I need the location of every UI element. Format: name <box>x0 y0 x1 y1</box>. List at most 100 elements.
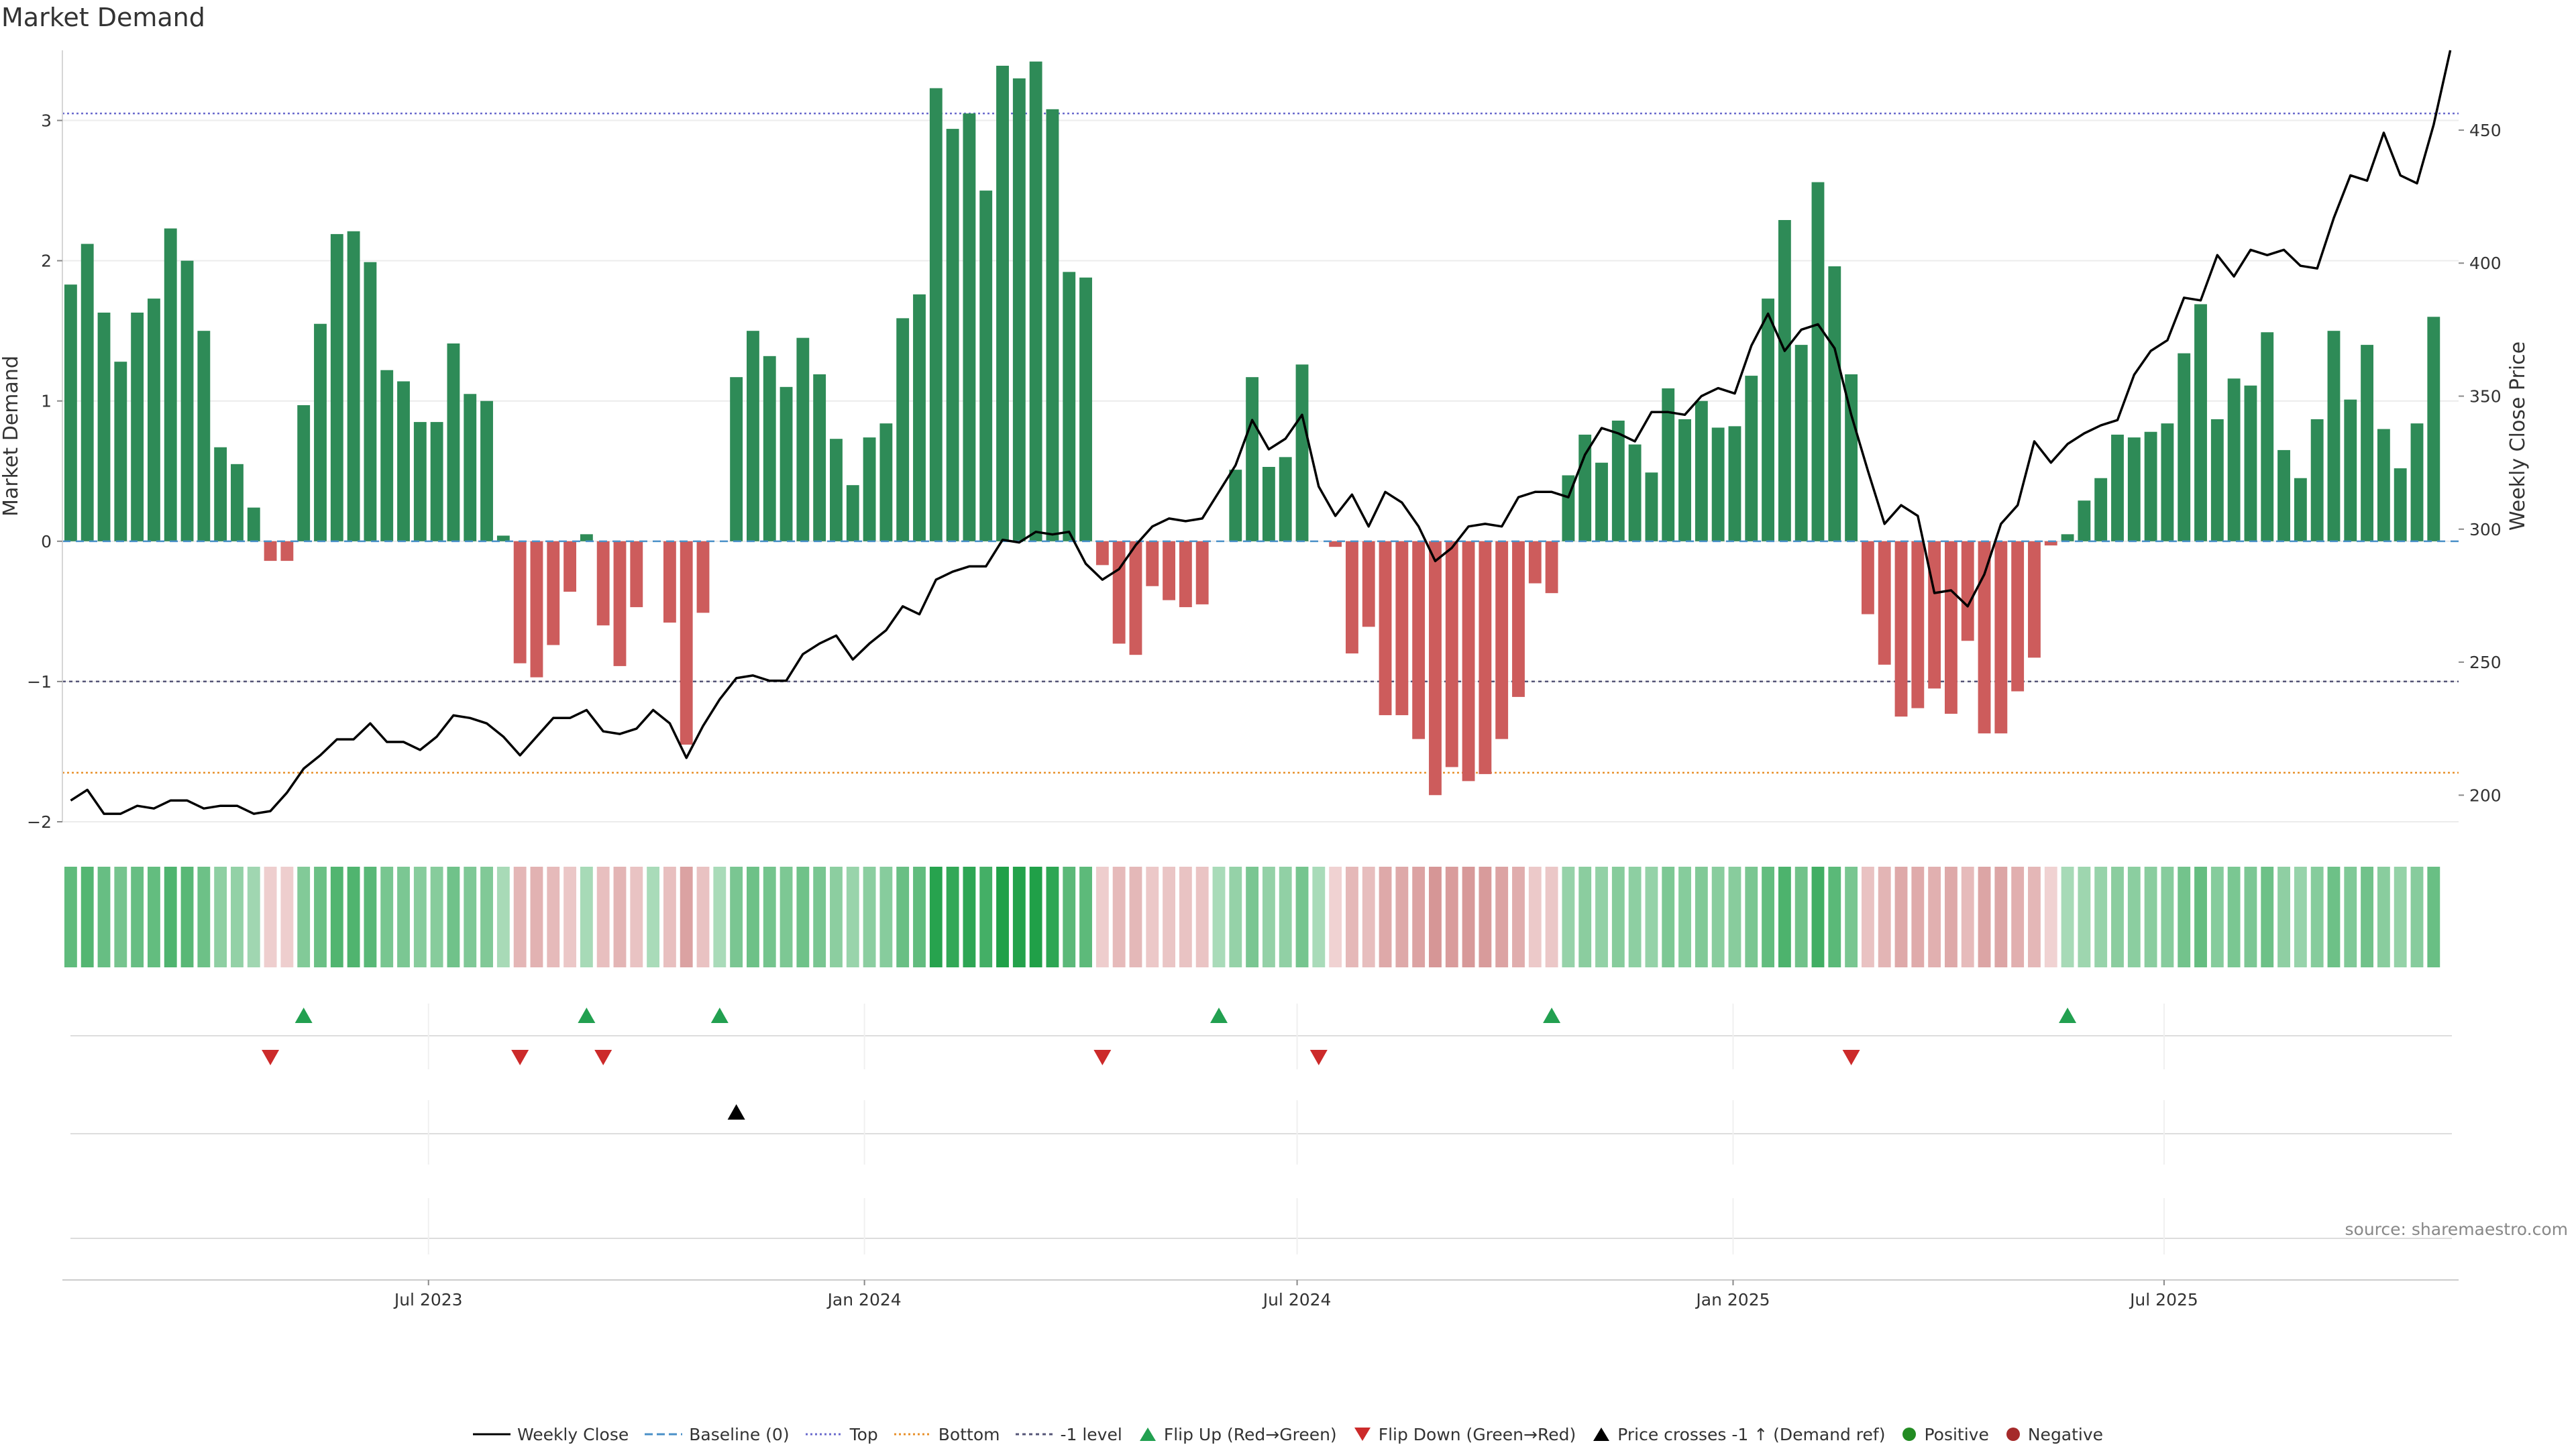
demand-bar-negative <box>1911 541 1925 708</box>
demand-bar-negative <box>1129 541 1142 655</box>
flip-up-marker <box>710 1008 729 1023</box>
heat-cell <box>131 867 144 967</box>
demand-bar-positive <box>1745 376 1758 541</box>
legend-baseline: Baseline (0) <box>645 1425 790 1444</box>
signal-marker-rows <box>70 1004 2452 1254</box>
heat-cell <box>1794 867 1808 967</box>
heat-cell <box>1711 867 1725 967</box>
heat-cell <box>1329 867 1342 967</box>
heat-cell <box>1279 867 1292 967</box>
heat-cell <box>780 867 793 967</box>
heat-cell <box>1129 867 1142 967</box>
heat-cell <box>480 867 493 967</box>
demand-bar-positive <box>2377 429 2390 541</box>
demand-bar-positive <box>780 386 793 541</box>
demand-bar-positive <box>1611 421 1625 541</box>
y2-tick-label: 200 <box>2469 786 2502 805</box>
flip-down-marker <box>1093 1050 1112 1065</box>
heat-cell <box>1395 867 1409 967</box>
heat-cell <box>1562 867 1575 967</box>
heat-cell <box>1878 867 1891 967</box>
flip-down-marker <box>1842 1050 1860 1065</box>
y2-tick-label: 250 <box>2469 653 2502 672</box>
legend-label: Flip Up (Red→Green) <box>1163 1424 1337 1444</box>
demand-bar-positive <box>197 331 211 541</box>
demand-bar-positive <box>447 343 460 541</box>
y-tick-label: −2 <box>27 812 52 832</box>
demand-bar-negative <box>630 541 643 608</box>
x-tick-label: Jan 2025 <box>1695 1290 1770 1309</box>
heat-cell <box>1662 867 1675 967</box>
demand-bar-positive <box>1628 444 1642 541</box>
demand-bar-negative <box>280 541 294 561</box>
x-tick-label: Jan 2024 <box>826 1290 902 1309</box>
demand-bar-positive <box>1778 220 1791 541</box>
flip-up-marker <box>1210 1008 1228 1023</box>
demand-bar-positive <box>97 313 111 541</box>
demand-bar-positive <box>464 394 477 541</box>
heat-cell <box>1695 867 1708 967</box>
heat-cell <box>1945 867 1957 967</box>
heat-cell <box>2410 867 2424 967</box>
demand-bar-negative <box>2028 541 2041 658</box>
heat-cell <box>580 867 593 967</box>
heat-cell <box>164 867 177 967</box>
heat-cell <box>763 867 776 967</box>
legend-label: -1 level <box>1060 1424 1122 1444</box>
heat-cell <box>596 867 610 967</box>
price-series <box>62 50 2459 815</box>
demand-bar-positive <box>1762 299 1774 541</box>
demand-bar-negative <box>1994 541 2008 734</box>
demand-bar-positive <box>80 244 94 541</box>
legend-label: Flip Down (Green→Red) <box>1378 1424 1576 1444</box>
heat-cell <box>1978 867 1991 967</box>
heat-cell <box>846 867 859 967</box>
heat-cell <box>1861 867 1874 967</box>
demand-bar-positive <box>2244 385 2257 541</box>
heat-cell <box>464 867 477 967</box>
heat-cell <box>2361 867 2373 967</box>
heat-cell <box>630 867 643 967</box>
demand-bar-negative <box>1163 541 1175 600</box>
heat-cell <box>2261 867 2274 967</box>
legend-negative: Negative <box>2005 1425 2103 1444</box>
heat-cell <box>863 867 876 967</box>
heat-cell <box>896 867 910 967</box>
demand-bar-positive <box>330 233 343 541</box>
positive-dot-icon <box>1902 1428 1917 1441</box>
demand-bar-positive <box>946 129 959 541</box>
demand-bar-positive <box>2327 331 2341 541</box>
heat-cell <box>979 867 993 967</box>
heat-cell <box>180 867 194 967</box>
demand-bar-positive <box>131 313 144 541</box>
heat-cell <box>447 867 460 967</box>
heat-cell <box>813 867 826 967</box>
demand-bar-negative <box>1412 541 1426 739</box>
demand-bar-positive <box>364 262 377 541</box>
demand-heat-strip <box>64 867 2440 967</box>
heat-cell <box>1195 867 1209 967</box>
heat-cell <box>1229 867 1242 967</box>
heat-cell <box>1828 867 1841 967</box>
heat-cell <box>1611 867 1625 967</box>
y-tick-label: 2 <box>41 252 52 271</box>
legend-positive: Positive <box>1901 1425 1989 1444</box>
legend-weekly-close: Weekly Close <box>472 1425 629 1444</box>
demand-bar-positive <box>413 422 427 541</box>
heat-cell <box>796 867 810 967</box>
heat-cell <box>996 867 1009 967</box>
heat-cell <box>1811 867 1825 967</box>
demand-bar-positive <box>830 439 843 541</box>
demand-bar-positive <box>1295 364 1309 541</box>
flip-down-triangle-icon <box>1354 1428 1371 1441</box>
demand-bar-negative <box>1878 541 1891 665</box>
flip-up-marker <box>578 1008 596 1023</box>
reference-levels <box>62 112 2459 774</box>
demand-bar-positive <box>114 362 127 541</box>
heat-cell <box>1063 867 1076 967</box>
demand-bar-negative <box>1112 541 1126 644</box>
demand-bar-positive <box>1046 109 1059 541</box>
heat-cell <box>2127 867 2141 967</box>
heat-cell <box>413 867 427 967</box>
demand-bar-positive <box>496 535 510 541</box>
